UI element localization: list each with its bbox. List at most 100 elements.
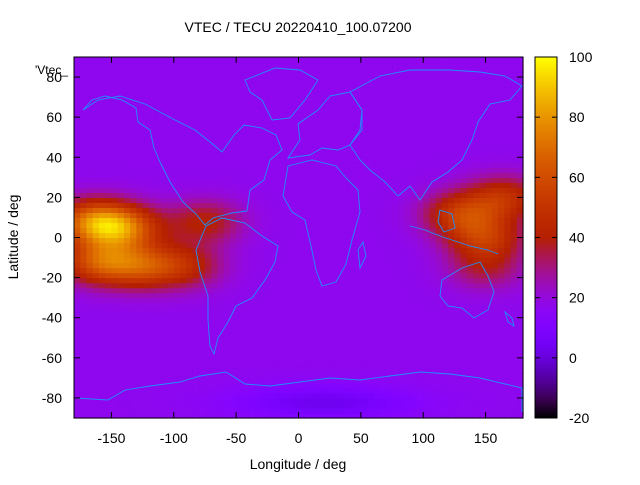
heatmap-cell bbox=[410, 72, 418, 78]
heatmap-cell bbox=[261, 157, 268, 163]
heatmap-cell bbox=[441, 122, 449, 128]
heatmap-cell bbox=[261, 252, 268, 259]
heatmap-cell bbox=[392, 117, 399, 123]
heatmap-cell bbox=[248, 217, 256, 224]
heatmap-cell bbox=[410, 387, 418, 394]
heatmap-cell bbox=[92, 237, 100, 244]
heatmap-cell bbox=[367, 87, 374, 93]
heatmap-cell bbox=[435, 157, 443, 163]
heatmap-cell bbox=[385, 412, 393, 419]
heatmap-cell bbox=[261, 72, 268, 78]
heatmap-cell bbox=[192, 397, 200, 404]
heatmap-cell bbox=[342, 82, 349, 88]
heatmap-cell bbox=[142, 272, 150, 279]
heatmap-cell bbox=[211, 337, 219, 344]
heatmap-cell bbox=[105, 197, 113, 203]
heatmap-cell bbox=[423, 247, 431, 254]
heatmap-cell bbox=[173, 402, 181, 409]
heatmap-cell bbox=[229, 407, 237, 414]
heatmap-cell bbox=[74, 342, 81, 349]
heatmap-cell bbox=[354, 327, 362, 334]
heatmap-cell bbox=[180, 267, 187, 274]
heatmap-cell bbox=[498, 347, 505, 354]
heatmap-cell bbox=[379, 142, 387, 148]
heatmap-cell bbox=[329, 92, 337, 98]
heatmap-cell bbox=[204, 87, 212, 93]
heatmap-cell bbox=[479, 157, 487, 163]
heatmap-cell bbox=[410, 172, 418, 178]
heatmap-cell bbox=[136, 67, 144, 73]
heatmap-cell bbox=[136, 192, 144, 198]
heatmap-cell bbox=[385, 287, 393, 294]
heatmap-cell bbox=[167, 147, 175, 153]
heatmap-cell bbox=[304, 162, 312, 168]
heatmap-cell bbox=[80, 92, 88, 98]
heatmap-cell bbox=[204, 257, 212, 264]
heatmap-cell bbox=[485, 302, 493, 309]
heatmap-cell bbox=[342, 242, 349, 249]
heatmap-cell bbox=[286, 222, 293, 229]
heatmap-cell bbox=[504, 372, 512, 379]
heatmap-cell bbox=[404, 187, 412, 193]
heatmap-cell bbox=[298, 157, 306, 163]
heatmap-cell bbox=[86, 142, 94, 148]
heatmap-cell bbox=[229, 347, 237, 354]
heatmap-cell bbox=[180, 277, 187, 284]
heatmap-cell bbox=[510, 272, 518, 279]
heatmap-cell bbox=[510, 337, 518, 344]
heatmap-cell bbox=[329, 167, 337, 173]
heatmap-cell bbox=[310, 327, 318, 334]
heatmap-cell bbox=[473, 272, 480, 279]
heatmap-cell bbox=[117, 167, 125, 173]
heatmap-cell bbox=[423, 192, 431, 198]
heatmap-cell bbox=[342, 147, 349, 153]
heatmap-cell bbox=[398, 272, 406, 279]
heatmap-cell bbox=[211, 357, 219, 364]
heatmap-cell bbox=[180, 402, 187, 409]
heatmap-cell bbox=[335, 302, 343, 309]
heatmap-cell bbox=[298, 412, 306, 419]
heatmap-cell bbox=[123, 137, 131, 143]
heatmap-cell bbox=[460, 222, 468, 229]
heatmap-cell bbox=[479, 197, 487, 203]
heatmap-cell bbox=[423, 287, 431, 294]
heatmap-cell bbox=[498, 72, 505, 78]
heatmap-cell bbox=[111, 382, 119, 389]
heatmap-cell bbox=[360, 252, 368, 259]
heatmap-cell bbox=[454, 102, 462, 108]
heatmap-cell bbox=[373, 167, 381, 173]
heatmap-cell bbox=[317, 217, 325, 224]
heatmap-cell bbox=[211, 197, 219, 203]
heatmap-cell bbox=[167, 67, 175, 73]
heatmap-cell bbox=[211, 402, 219, 409]
heatmap-cell bbox=[229, 237, 237, 244]
heatmap-cell bbox=[167, 142, 175, 148]
heatmap-cell bbox=[429, 237, 437, 244]
heatmap-cell bbox=[279, 212, 287, 219]
heatmap-cell bbox=[261, 312, 268, 319]
heatmap-cell bbox=[441, 177, 449, 183]
heatmap-cell bbox=[242, 197, 250, 203]
heatmap-cell bbox=[261, 322, 268, 329]
heatmap-cell bbox=[491, 327, 499, 334]
heatmap-cell bbox=[373, 112, 381, 118]
heatmap-cell bbox=[136, 312, 144, 319]
heatmap-cell bbox=[454, 312, 462, 319]
heatmap-cell bbox=[261, 82, 268, 88]
heatmap-cell bbox=[367, 207, 374, 214]
heatmap-cell bbox=[161, 252, 169, 259]
heatmap-cell bbox=[198, 72, 206, 78]
heatmap-cell bbox=[204, 217, 212, 224]
heatmap-cell bbox=[317, 132, 325, 138]
heatmap-cell bbox=[130, 382, 137, 389]
heatmap-cell bbox=[379, 277, 387, 284]
heatmap-cell bbox=[111, 267, 119, 274]
heatmap-cell bbox=[354, 382, 362, 389]
heatmap-cell bbox=[323, 207, 331, 214]
heatmap-cell bbox=[329, 372, 337, 379]
heatmap-cell bbox=[404, 292, 412, 299]
heatmap-cell bbox=[317, 127, 325, 133]
heatmap-cell bbox=[335, 97, 343, 103]
heatmap-cell bbox=[379, 137, 387, 143]
heatmap-cell bbox=[379, 187, 387, 193]
